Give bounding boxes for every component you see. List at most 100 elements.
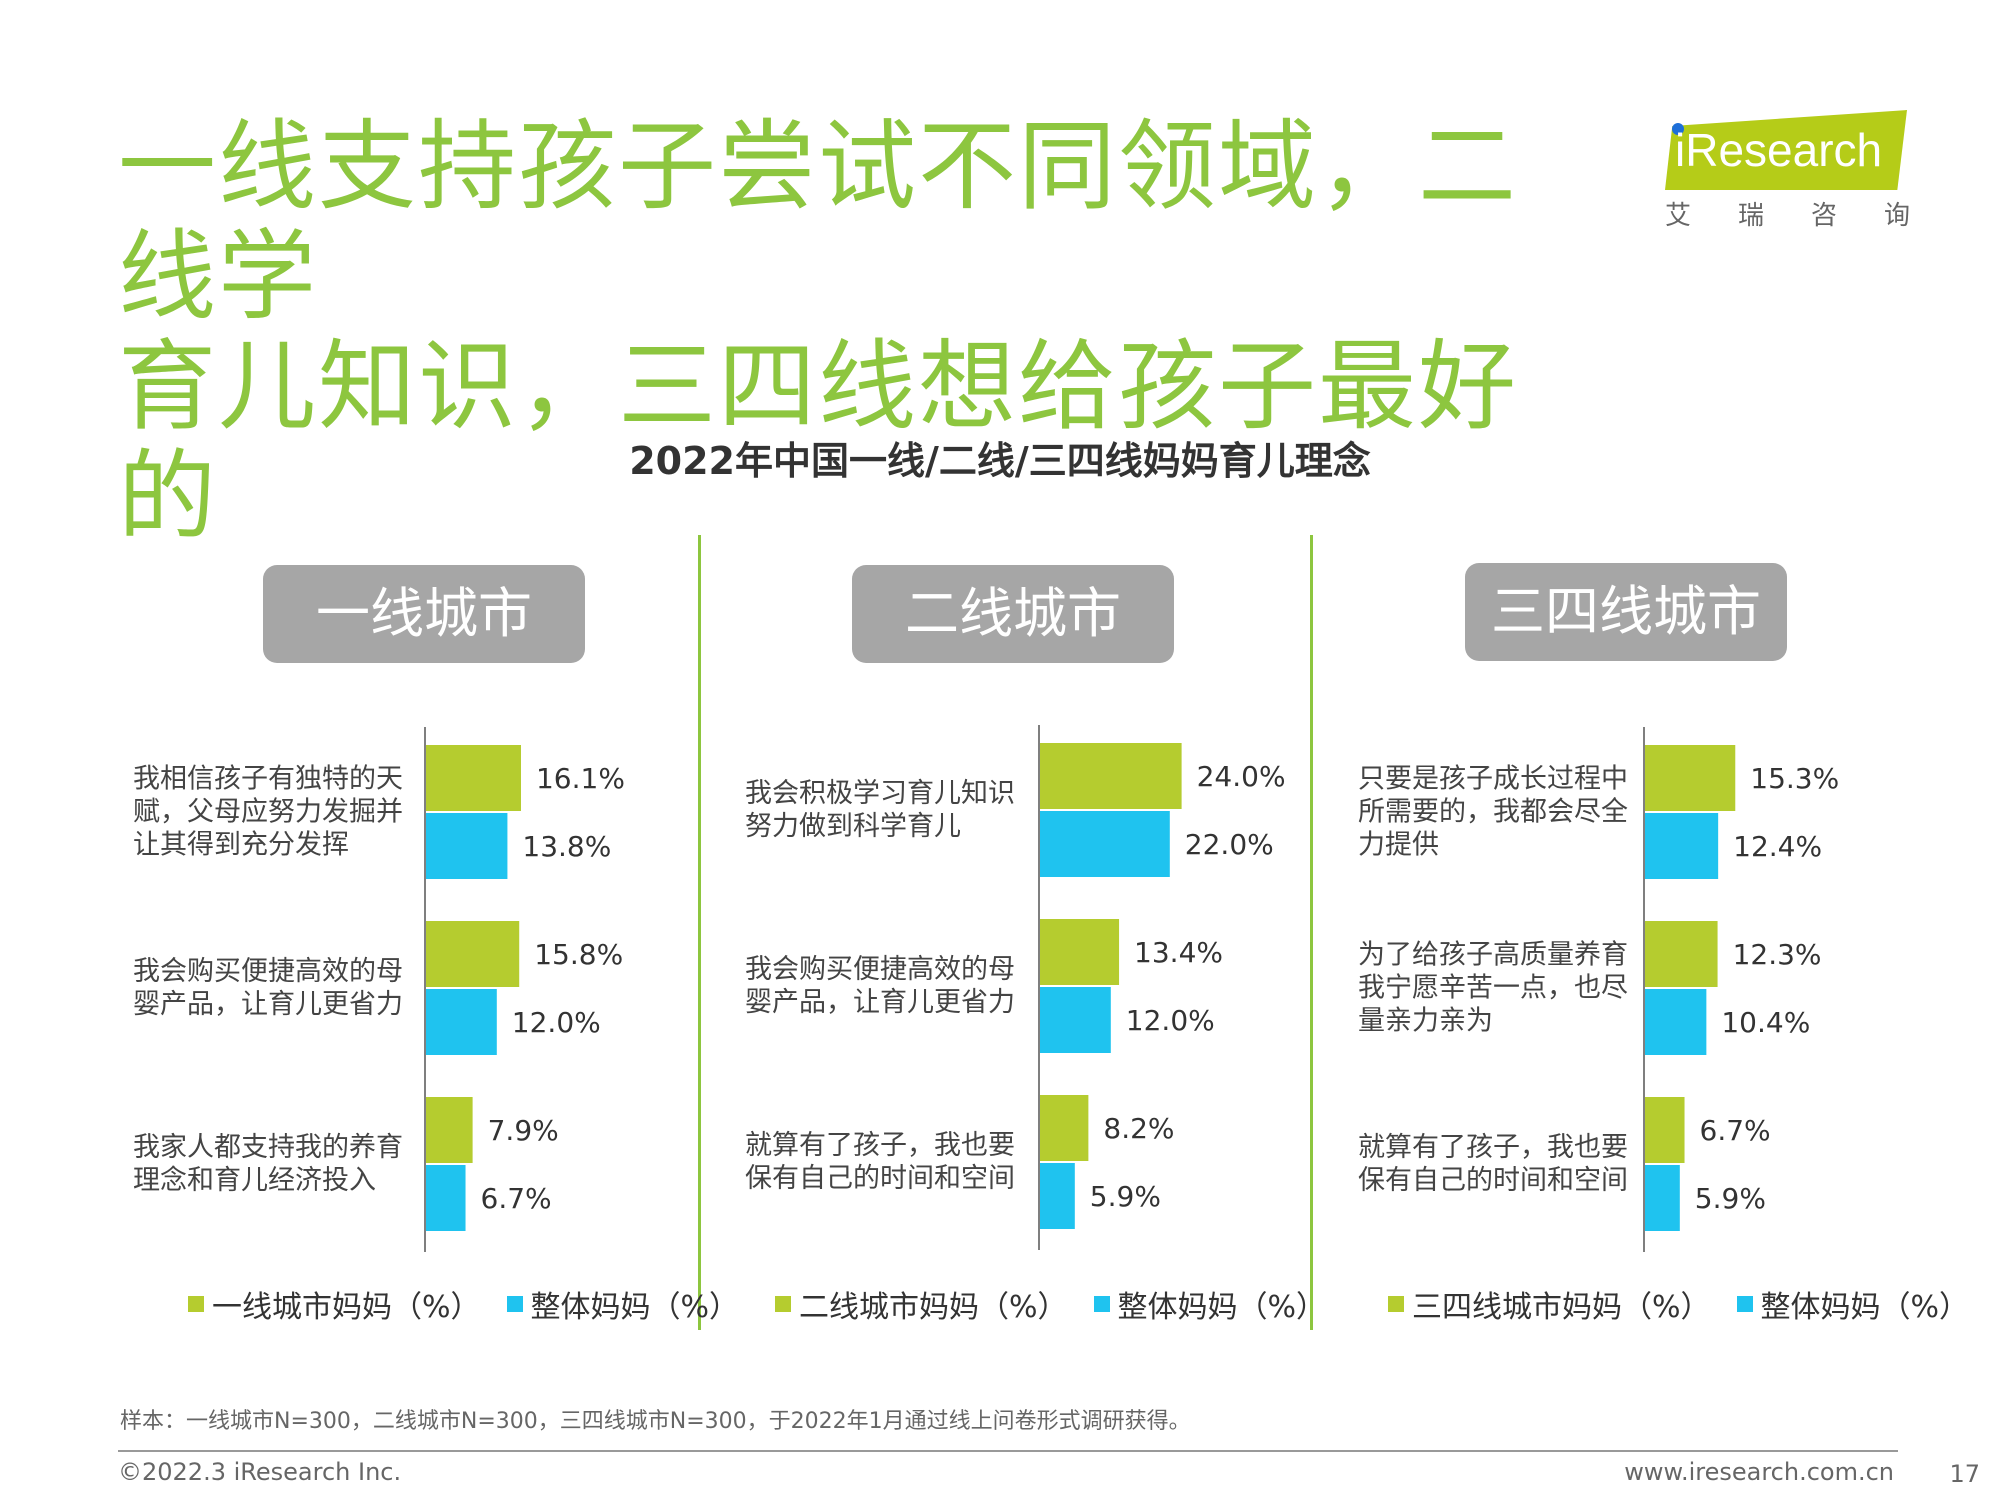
legend-label: 整体妈妈（%） [1117,1290,1327,1325]
data-label: 7.9% [488,1114,559,1147]
legend-swatch-city [188,1296,204,1312]
data-label: 15.8% [534,938,623,971]
legend-tier1: 一线城市妈妈（%） 整体妈妈（%） [188,1282,739,1326]
legend-swatch-overall [1736,1296,1753,1312]
data-label: 10.4% [1721,1006,1810,1039]
bar-city [426,1097,473,1163]
legend-swatch-overall [506,1296,523,1312]
sample-note: 样本：一线城市N=300，二线城市N=300，三四线城市N=300，于2022年… [120,1409,1191,1434]
panel-separator [1310,535,1313,1330]
data-label: 12.3% [1733,938,1822,971]
legend-swatch-city [775,1296,791,1312]
data-label: 24.0% [1197,760,1286,793]
bar-city [426,745,521,811]
bar-overall [426,1165,466,1231]
copyright: ©2022.3 iResearch Inc. [118,1458,402,1486]
category-label: 我家人都支持我的养育 [133,1132,403,1163]
bar-city [1040,1095,1089,1161]
category-label: 只要是孩子成长过程中 [1358,764,1628,795]
legend-item-city: 二线城市妈妈（%） [775,1282,1068,1326]
category-label: 保有自己的时间和空间 [745,1163,1015,1194]
bar-overall [1040,1163,1075,1229]
bar-city [1040,743,1182,809]
bar-overall [1040,987,1111,1053]
bar-overall [426,989,497,1055]
chart-title: 2022年中国一线/二线/三四线妈妈育儿理念 [629,439,1371,483]
category-label: 我相信孩子有独特的天 [133,764,403,795]
data-label: 6.7% [481,1182,552,1215]
bar-overall [1040,811,1170,877]
category-label: 我会购买便捷高效的母 [133,956,403,987]
data-label: 12.4% [1733,830,1822,863]
category-label: 婴产品，让育儿更省力 [745,987,1015,1018]
category-label: 所需要的，我都会尽全 [1358,797,1628,828]
category-label: 我宁愿辛苦一点，也尽 [1358,973,1628,1004]
data-label: 16.1% [536,762,625,795]
logo-sub-char: 瑞 [1737,201,1764,231]
footer-divider [118,1450,1898,1452]
legend-label: 三四线城市妈妈（%） [1412,1290,1711,1325]
bar-city [1645,745,1736,811]
bar-city [1645,1097,1685,1163]
bar-overall [1645,1165,1680,1231]
bar-city [1645,921,1718,987]
data-label: 12.0% [1126,1004,1215,1037]
logo-sub-char: 艾 [1665,201,1692,231]
category-label: 保有自己的时间和空间 [1358,1165,1628,1196]
category-label: 赋，父母应努力发掘并 [133,797,403,828]
legend-label: 二线城市妈妈（%） [799,1290,1068,1325]
page-headline: 一线支持孩子尝试不同领域，二线学 育儿知识，三四线想给孩子最好的 [118,112,1598,552]
iresearch-logo: iResearch 艾 瑞 咨 询 [1665,105,1910,235]
data-label: 12.0% [512,1006,601,1039]
data-label: 8.2% [1103,1112,1174,1145]
category-label: 让其得到充分发挥 [133,830,349,861]
category-label: 就算有了孩子，我也要 [745,1130,1015,1161]
data-label: 15.3% [1750,762,1839,795]
legend-item-overall: 整体妈妈（%） [1736,1282,1970,1326]
data-label: 5.9% [1695,1182,1766,1215]
legend-tier2: 二线城市妈妈（%） 整体妈妈（%） [775,1282,1326,1326]
legend-swatch-overall [1093,1296,1110,1312]
headline-line-1: 一线支持孩子尝试不同领域，二线学 [118,110,1519,334]
legend-label: 整体妈妈（%） [530,1290,740,1325]
legend-item-city: 三四线城市妈妈（%） [1388,1282,1711,1326]
bar-city [1040,919,1120,985]
category-label: 我会积极学习育儿知识 [745,778,1015,809]
panel-separator [698,535,701,1330]
data-label: 6.7% [1700,1114,1771,1147]
bar-overall [1645,813,1719,879]
panel-header-tier1: 一线城市 [263,565,585,663]
category-label: 量亲力亲为 [1358,1006,1493,1037]
data-label: 22.0% [1185,828,1274,861]
logo-brand: iResearch [1675,124,1883,176]
legend-label: 整体妈妈（%） [1760,1290,1970,1325]
panel-header-tier2: 二线城市 [852,565,1174,663]
legend-item-city: 一线城市妈妈（%） [188,1282,481,1326]
legend-label: 一线城市妈妈（%） [212,1290,481,1325]
logo-subtitle: 艾 瑞 咨 询 [1665,195,1910,232]
page-number: 17 [1949,1460,1980,1488]
logo-sub-char: 询 [1883,201,1910,231]
data-label: 13.8% [522,830,611,863]
legend-item-overall: 整体妈妈（%） [1093,1282,1327,1326]
bar-city [426,921,520,987]
data-label: 13.4% [1134,936,1223,969]
legend-swatch-city [1388,1296,1404,1312]
bar-overall [1645,989,1707,1055]
website-link[interactable]: www.iresearch.com.cn [1624,1458,1894,1486]
category-label: 就算有了孩子，我也要 [1358,1132,1628,1163]
logo-dot-icon [1672,123,1684,135]
category-label: 努力做到科学育儿 [745,811,961,842]
logo-sub-char: 咨 [1810,201,1837,231]
legend-tier34: 三四线城市妈妈（%） 整体妈妈（%） [1388,1282,1969,1326]
category-label: 我会购买便捷高效的母 [745,954,1015,985]
category-label: 婴产品，让育儿更省力 [133,989,403,1020]
category-label: 力提供 [1358,830,1439,861]
bar-overall [426,813,508,879]
panel-header-tier34: 三四线城市 [1465,563,1787,661]
legend-item-overall: 整体妈妈（%） [506,1282,740,1326]
headline-line-2: 育儿知识，三四线想给孩子最好的 [118,330,1519,554]
category-label: 理念和育儿经济投入 [133,1165,376,1196]
data-label: 5.9% [1090,1180,1161,1213]
